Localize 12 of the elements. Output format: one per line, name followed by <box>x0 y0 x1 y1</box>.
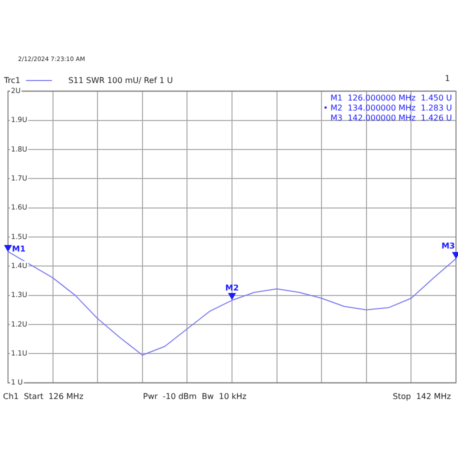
text: 1 <box>444 74 450 83</box>
text: Stop 142 MHz <box>392 392 451 401</box>
annotation: M3 142.000000 MHz 1.426 U <box>330 113 452 122</box>
annotation: M3 <box>441 242 455 251</box>
text: Ch1 Start 126 MHz <box>3 392 84 401</box>
chart-title: S11 SWR 100 mU/ Ref 1 U <box>68 76 173 84</box>
text: Pwr -10 dBm Bw 10 kHz <box>143 392 246 401</box>
annotation: M2 <box>225 283 239 292</box>
legend-label: Trc1 <box>4 76 20 84</box>
annotation: M1 <box>12 244 26 254</box>
annotation: • M2 134.000000 MHz 1.283 U <box>323 103 452 112</box>
annotation: M1 126.000000 MHz 1.450 U <box>330 93 452 102</box>
